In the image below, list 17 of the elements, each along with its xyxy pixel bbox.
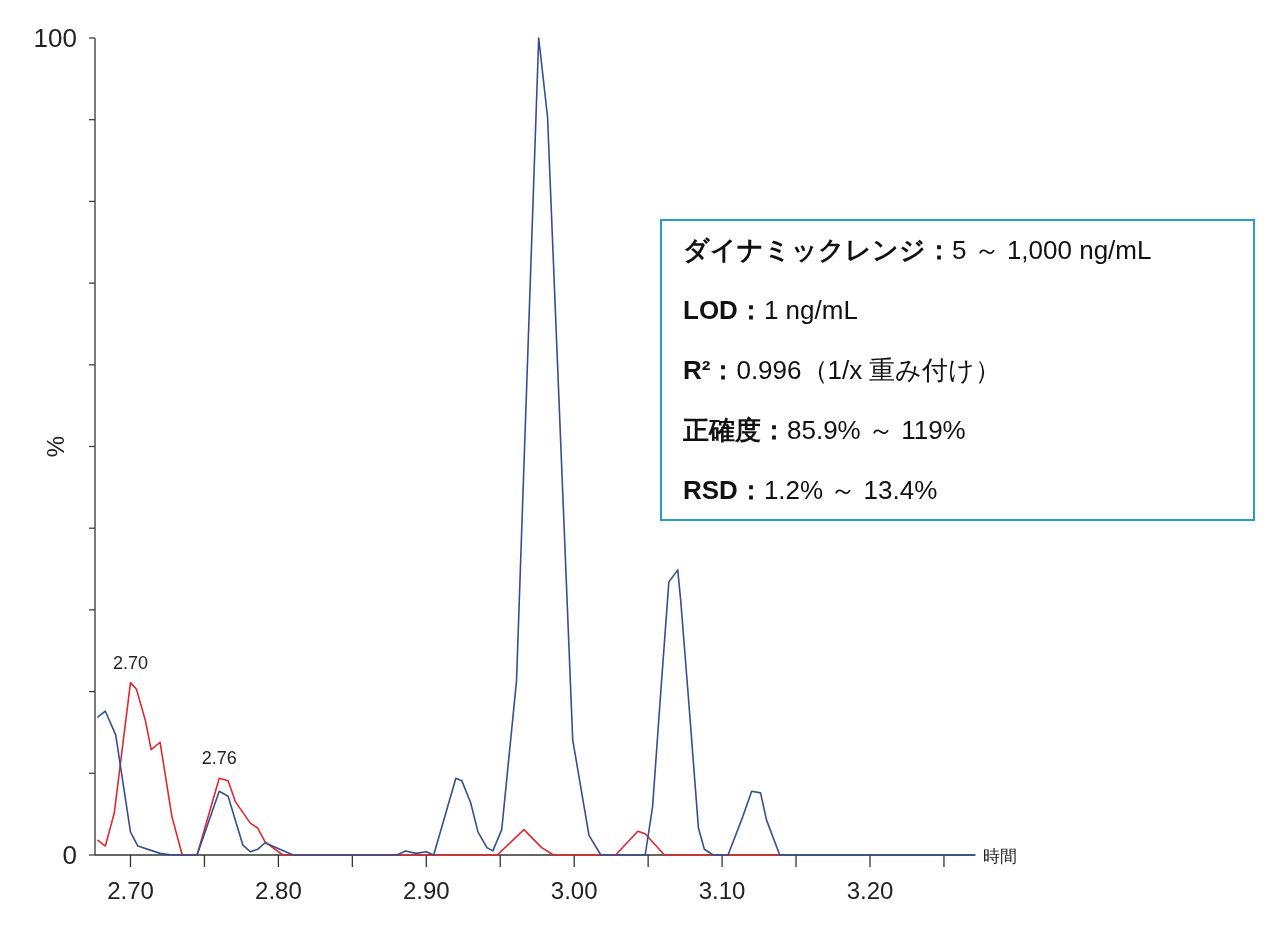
- annotation: ダイナミックレンジ：5 ～ 1,000 ng/mL: [683, 235, 1152, 265]
- annotation: RSD：1.2% ～ 13.4%: [683, 475, 938, 505]
- x-tick-label: 3.10: [698, 877, 746, 904]
- x-tick-label: 3.20: [846, 877, 894, 904]
- annotation: 2.70: [112, 652, 149, 673]
- annotation: R²：0.996（1/x 重み付け）: [683, 355, 1002, 385]
- annotation: LOD：1 ng/mL: [683, 295, 858, 325]
- annotation: 正確度：85.9% ～ 119%: [682, 415, 966, 445]
- x-tick-label: 2.90: [402, 877, 450, 904]
- x-tick-label: 2.70: [107, 877, 154, 904]
- x-tick-label: 3.00: [550, 877, 598, 904]
- y-tick-label: 0: [62, 840, 77, 870]
- y-tick-label: 100: [33, 23, 77, 53]
- x-tick-label: 2.80: [255, 877, 302, 904]
- annotation: 2.76: [201, 748, 237, 769]
- y-axis-title: %: [42, 435, 69, 458]
- x-axis-title: 時間: [983, 847, 1017, 866]
